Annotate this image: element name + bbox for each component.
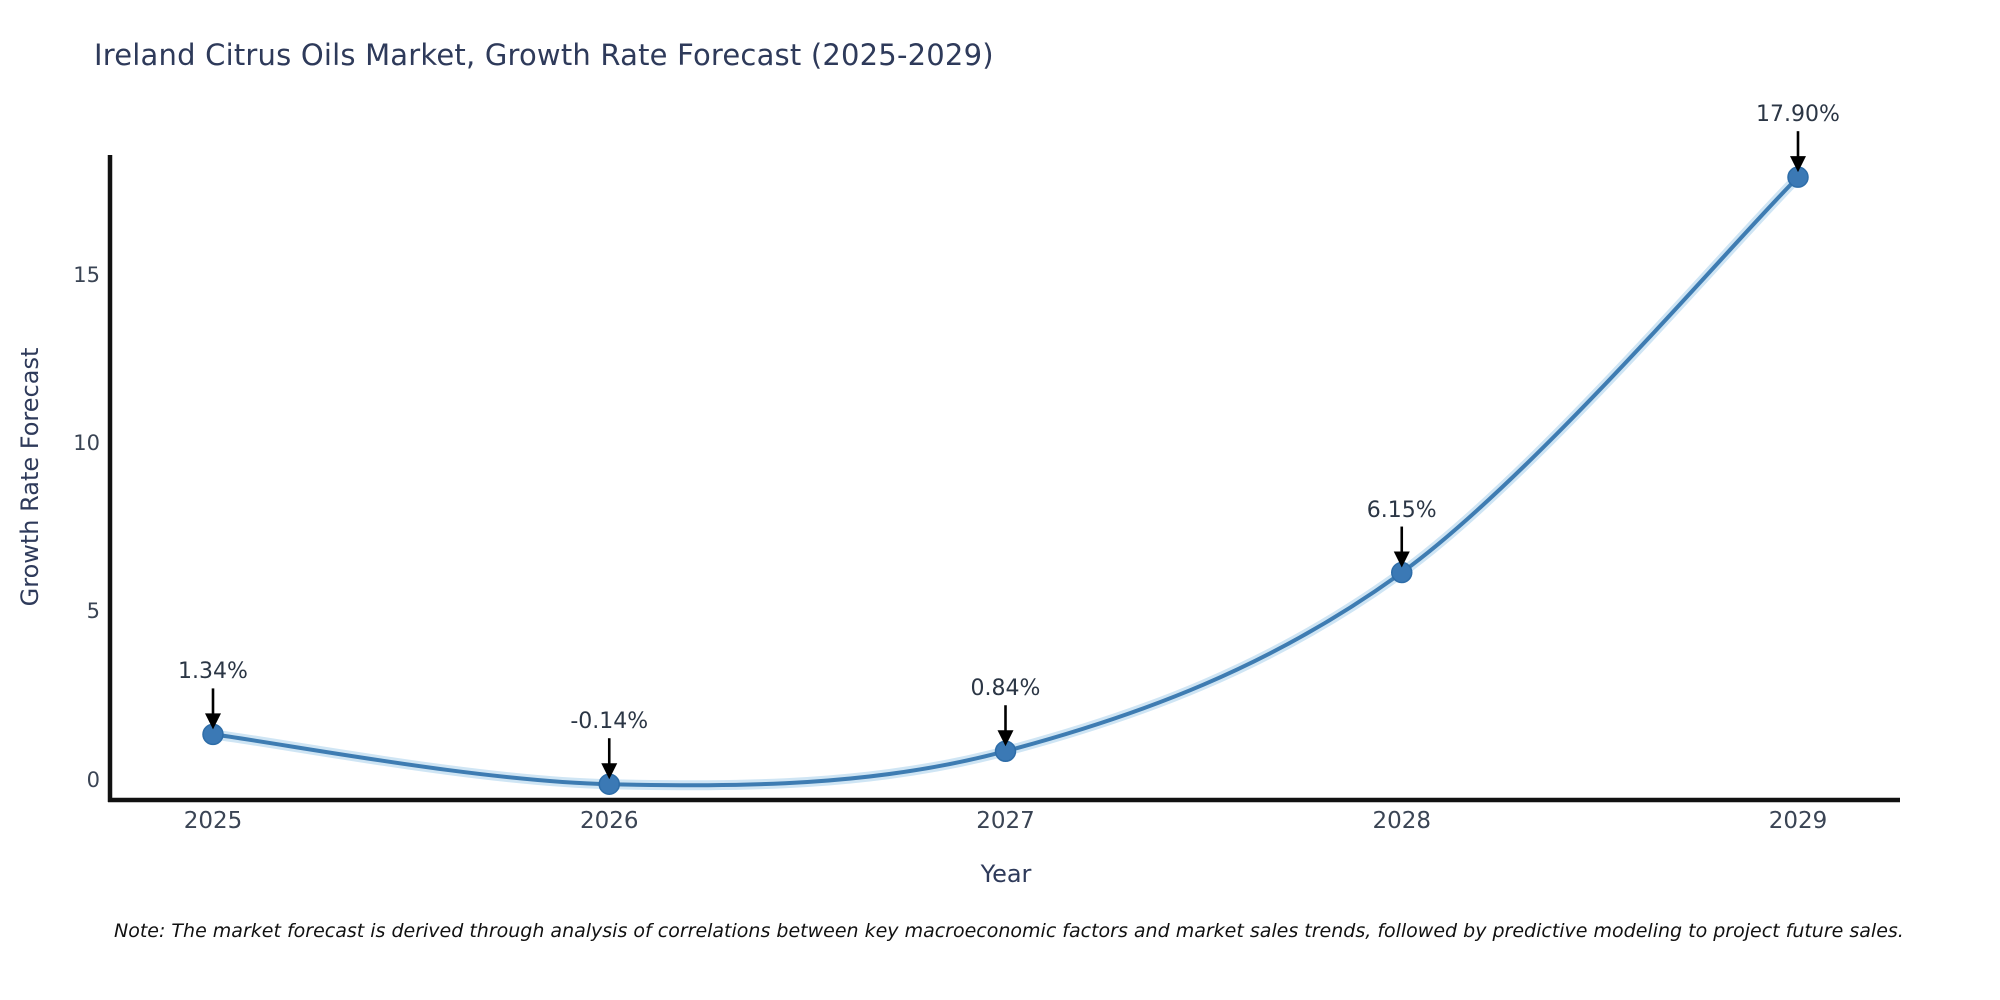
chart-title: Ireland Citrus Oils Market, Growth Rate … [94, 38, 994, 72]
y-tick-label: 0 [86, 767, 100, 792]
x-tick-label: 2029 [1768, 808, 1828, 834]
x-tick-label: 2025 [183, 808, 243, 834]
y-tick-label: 5 [86, 599, 100, 624]
data-point-value-label: 17.90% [1756, 102, 1840, 128]
y-tick-label: 10 [73, 431, 100, 455]
data-point-value-label: 1.34% [178, 659, 248, 685]
data-point-value-label: -0.14% [570, 709, 649, 735]
annotation-arrow-head-icon [1790, 156, 1806, 173]
x-axis-title: Year [980, 860, 1032, 888]
chart-footnote: Note: The market forecast is derived thr… [114, 920, 1904, 942]
annotation-arrow-head-icon [601, 763, 618, 780]
annotation-arrow-head-icon [1393, 551, 1410, 568]
data-point-value-label: 6.15% [1366, 497, 1437, 523]
y-tick-label: 15 [73, 262, 100, 287]
annotation-arrow-head-icon [997, 730, 1014, 747]
y-axis-title: Growth Rate Forecast [16, 347, 44, 607]
x-tick-label: 2026 [579, 808, 639, 834]
x-tick-label: 2028 [1372, 808, 1432, 834]
x-tick-label: 2027 [976, 808, 1035, 834]
data-point-value-label: 0.84% [970, 676, 1041, 702]
annotation-arrow-head-icon [205, 713, 221, 730]
